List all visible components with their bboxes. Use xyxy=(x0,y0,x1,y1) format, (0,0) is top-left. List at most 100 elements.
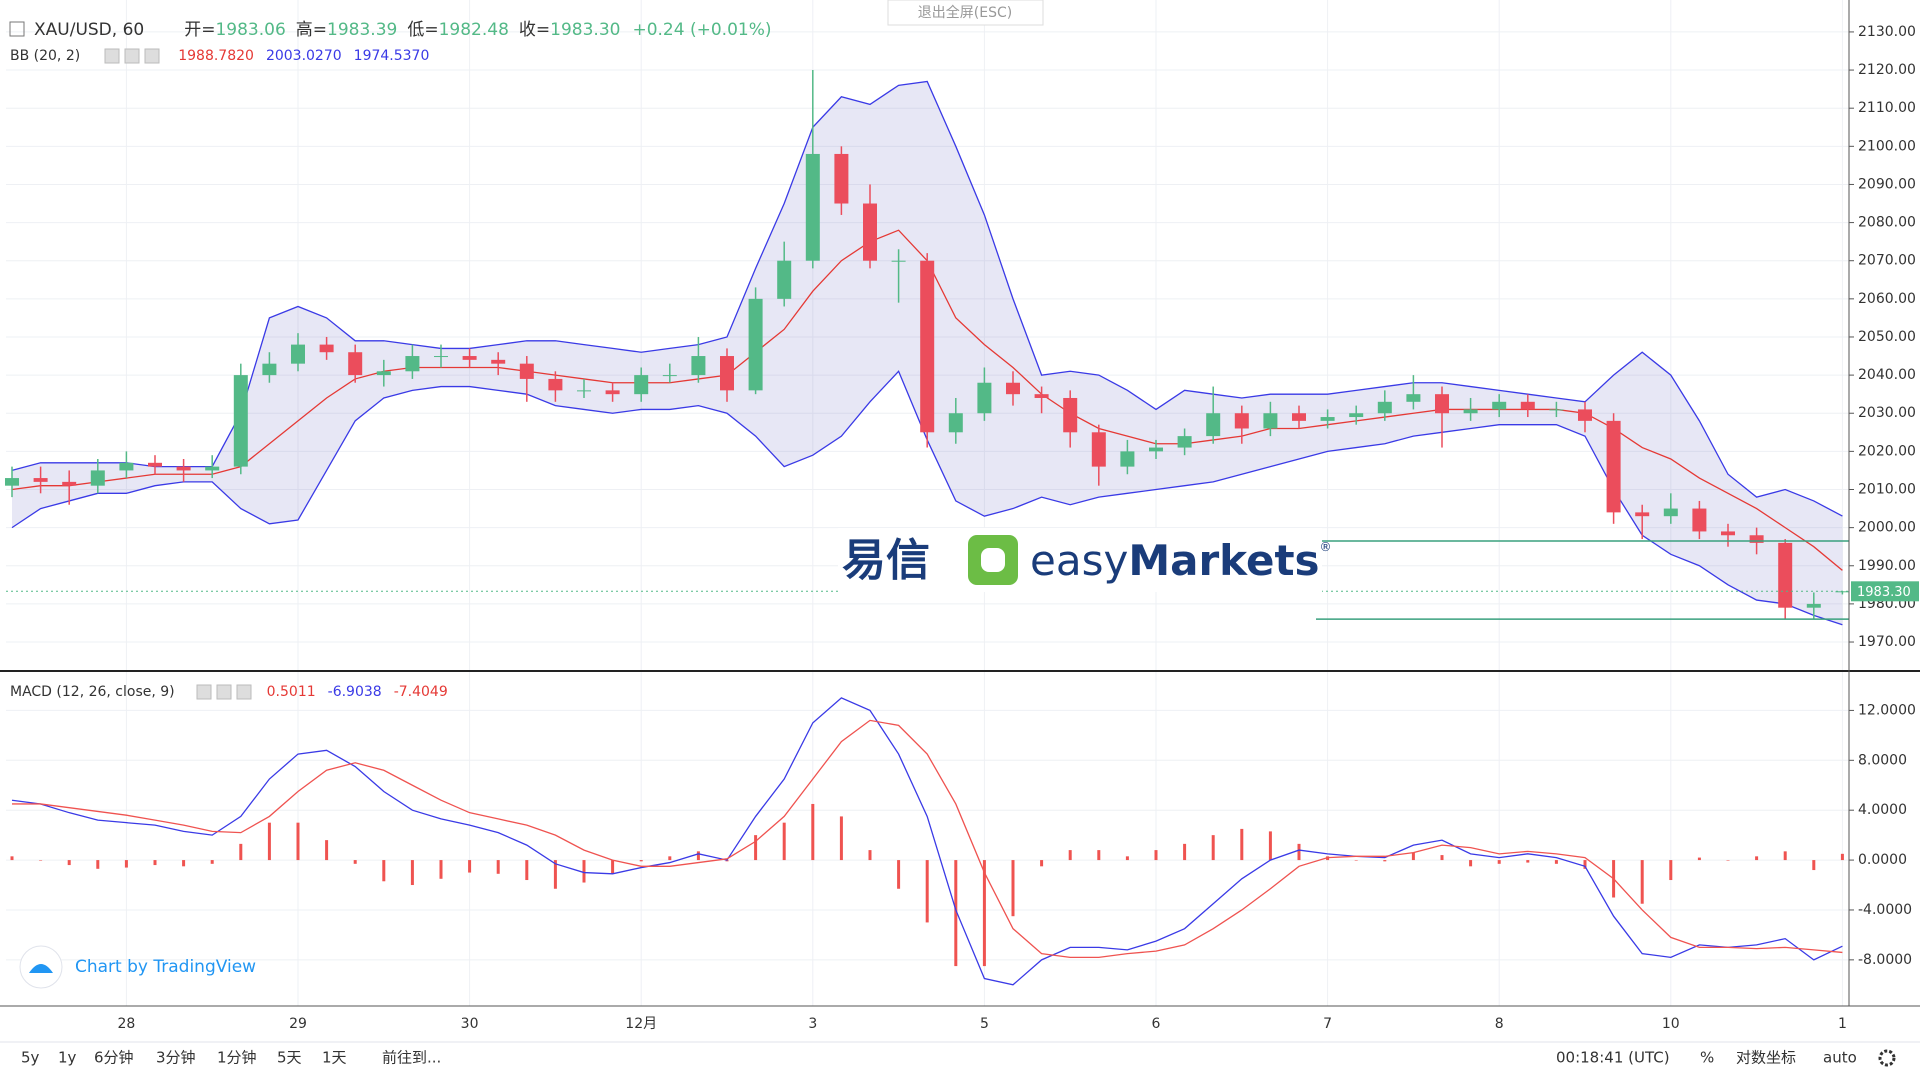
toolbar-button[interactable]: 1天 xyxy=(322,1049,347,1067)
macd-histogram-bar xyxy=(782,822,786,861)
macd-histogram-bar xyxy=(1268,831,1272,861)
candle-body xyxy=(1663,508,1678,517)
candle-body xyxy=(491,359,506,364)
settings-gear[interactable] xyxy=(1878,1049,1896,1067)
ohlc-value: 1982.48 xyxy=(439,20,509,40)
macd-histogram-bar xyxy=(1097,850,1101,861)
candle-body xyxy=(662,375,677,377)
candle-body xyxy=(1435,394,1449,414)
candle-body xyxy=(319,344,334,353)
watermark-cn: 易信 xyxy=(842,535,930,586)
y-tick-label: 2030.00 xyxy=(1858,405,1916,421)
macd-histogram-bar xyxy=(696,851,700,861)
macd-histogram-bar xyxy=(1583,860,1587,869)
indicator-value: 1988.7820 xyxy=(178,48,254,64)
exit-fullscreen[interactable]: 退出全屏(ESC) xyxy=(918,4,1012,21)
candle-body xyxy=(1263,413,1278,429)
candle-body xyxy=(748,298,763,391)
x-tick-label: 7 xyxy=(1323,1016,1332,1032)
indicator-value: -7.4049 xyxy=(394,684,448,700)
y-tick-label: 0.0000 xyxy=(1858,852,1907,868)
tv-logo xyxy=(29,964,53,973)
toolbar-button[interactable]: 1分钟 xyxy=(217,1049,257,1067)
indicator-name: MACD (12, 26, close, 9) xyxy=(10,684,175,700)
candle-body xyxy=(1549,409,1564,411)
symbol-icon xyxy=(9,21,25,37)
candle-body xyxy=(176,466,191,471)
toolbar-button[interactable]: 3分钟 xyxy=(156,1049,196,1067)
candle-body xyxy=(1234,413,1249,429)
toolbar-button[interactable]: 5y xyxy=(21,1049,40,1067)
ohlc-label: 低= xyxy=(407,20,438,40)
candle-body xyxy=(548,378,563,391)
candle-body xyxy=(291,344,305,364)
indicator-value: 1974.5370 xyxy=(354,48,430,64)
candle-body xyxy=(1749,535,1764,543)
y-tick-label: 2080.00 xyxy=(1858,215,1916,231)
macd-histogram-bar xyxy=(1726,860,1730,861)
macd-histogram-bar xyxy=(1669,860,1673,881)
candle-body xyxy=(348,352,363,376)
toolbar-time: 00:18:41 (UTC) xyxy=(1556,1049,1670,1067)
candle-body xyxy=(1349,413,1364,418)
toolbar-option[interactable]: auto xyxy=(1823,1049,1857,1067)
toolbar-button[interactable]: 6分钟 xyxy=(94,1049,134,1067)
candle-body xyxy=(1492,401,1507,410)
y-tick-label: -8.0000 xyxy=(1858,952,1912,968)
macd-histogram-bar xyxy=(1526,860,1530,863)
legend-icon[interactable] xyxy=(104,48,120,64)
candle-body xyxy=(148,462,162,467)
change-value: +0.24 (+0.01%) xyxy=(632,20,771,40)
macd-histogram-bar xyxy=(639,860,643,862)
exit-button-bg[interactable] xyxy=(887,0,1044,26)
x-tick-label: 28 xyxy=(117,1016,135,1032)
y-tick-label: 2130.00 xyxy=(1858,24,1916,40)
candle-body xyxy=(977,382,992,414)
indicator-value: 0.5011 xyxy=(267,684,316,700)
legend-icon[interactable] xyxy=(196,684,212,700)
candle-body xyxy=(863,203,877,261)
toolbar-button[interactable]: 5天 xyxy=(277,1049,302,1067)
toolbar-option[interactable]: 对数坐标 xyxy=(1736,1049,1796,1067)
legend-icon[interactable] xyxy=(124,48,140,64)
candle-body xyxy=(1091,432,1106,467)
macd-histogram-bar xyxy=(954,860,958,967)
macd-histogram-bar xyxy=(325,840,329,861)
legend-icon[interactable] xyxy=(236,684,252,700)
candle-body xyxy=(1606,420,1621,513)
candle-body xyxy=(405,356,420,372)
macd-histogram-bar xyxy=(1354,860,1358,861)
macd-histogram-bar xyxy=(496,860,500,874)
y-tick-label: 8.0000 xyxy=(1858,752,1907,768)
candle-body xyxy=(1006,382,1020,395)
macd-histogram-bar xyxy=(1383,860,1387,862)
macd-histogram-bar xyxy=(897,860,901,889)
credit[interactable]: Chart by TradingView xyxy=(75,957,256,977)
brand-bold: Markets xyxy=(1128,536,1319,585)
y-tick-label: 2090.00 xyxy=(1858,176,1916,192)
macd-histogram-bar xyxy=(553,860,557,889)
legend-icon[interactable] xyxy=(144,48,160,64)
y-tick-label: 2000.00 xyxy=(1858,520,1916,536)
symbol-title: XAU/USD, 60 xyxy=(34,20,144,40)
macd-histogram-bar xyxy=(124,860,128,868)
macd-histogram-bar xyxy=(382,860,386,882)
macd-histogram-bar xyxy=(1554,860,1558,864)
macd-histogram-bar xyxy=(153,860,157,866)
band-upper xyxy=(11,80,1843,517)
macd-histogram-bar xyxy=(1211,835,1215,861)
candle-body xyxy=(1406,394,1421,402)
macd-histogram-bar xyxy=(1440,855,1444,861)
legend-icon[interactable] xyxy=(216,684,232,700)
brand-reg: ® xyxy=(1320,540,1332,554)
indicator-name: BB (20, 2) xyxy=(10,48,80,64)
toolbar-button[interactable]: 前往到... xyxy=(382,1049,441,1067)
macd-line xyxy=(12,719,1843,959)
candle-body xyxy=(1463,409,1478,414)
macd-histogram-bar xyxy=(1812,860,1816,871)
toolbar-option[interactable]: % xyxy=(1700,1049,1714,1067)
macd-histogram-bar xyxy=(296,822,300,861)
toolbar-button[interactable]: 1y xyxy=(58,1049,77,1067)
candle-body xyxy=(1034,394,1049,398)
